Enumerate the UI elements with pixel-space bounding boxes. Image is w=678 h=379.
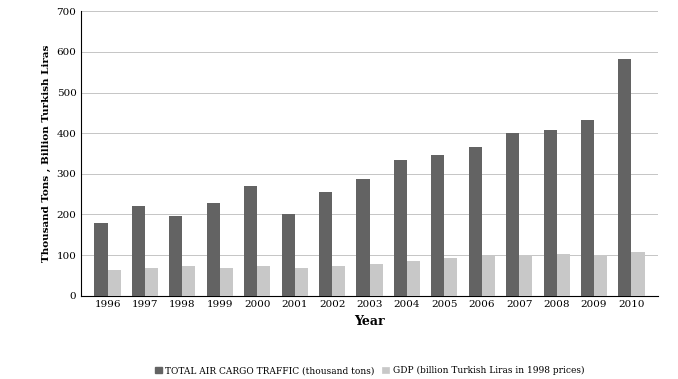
Bar: [370, 263, 382, 296]
Bar: [631, 252, 645, 296]
Bar: [170, 216, 182, 296]
Bar: [407, 261, 420, 296]
Bar: [145, 268, 158, 296]
Bar: [544, 130, 557, 296]
Bar: [444, 258, 458, 296]
Bar: [244, 186, 257, 296]
Legend: TOTAL AIR CARGO TRAFFIC (thousand tons), GDP (billion Turkish Liras in 1998 pric: TOTAL AIR CARGO TRAFFIC (thousand tons),…: [151, 363, 588, 379]
Bar: [132, 206, 145, 296]
Bar: [220, 268, 233, 296]
Bar: [519, 255, 532, 296]
Bar: [295, 268, 308, 296]
Bar: [332, 266, 345, 296]
Bar: [557, 254, 570, 296]
Bar: [468, 147, 482, 296]
Bar: [182, 266, 195, 296]
X-axis label: Year: Year: [354, 315, 385, 328]
Bar: [94, 222, 108, 296]
Y-axis label: Thousand Tons , Billion Turkish Liras: Thousand Tons , Billion Turkish Liras: [42, 45, 51, 262]
Bar: [506, 133, 519, 296]
Bar: [257, 266, 271, 296]
Bar: [319, 193, 332, 296]
Bar: [594, 255, 607, 296]
Bar: [618, 59, 631, 296]
Bar: [581, 120, 594, 296]
Bar: [394, 160, 407, 296]
Bar: [357, 179, 370, 296]
Bar: [482, 256, 495, 296]
Bar: [281, 214, 295, 296]
Bar: [431, 155, 444, 296]
Bar: [108, 270, 121, 296]
Bar: [207, 204, 220, 296]
